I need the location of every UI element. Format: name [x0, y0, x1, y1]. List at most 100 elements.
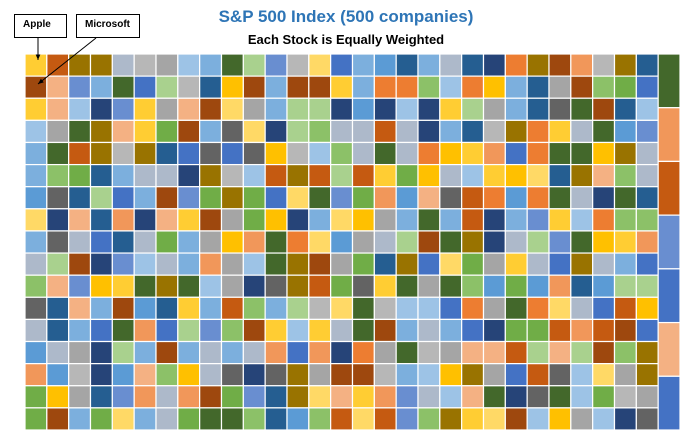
- stock-tile: [68, 119, 92, 144]
- stock-tile: [177, 274, 201, 298]
- stock-tile: [286, 274, 310, 298]
- stock-tile: [592, 274, 616, 298]
- stock-tile: [613, 252, 637, 276]
- stock-tile: [286, 340, 310, 365]
- stock-tile: [351, 141, 375, 166]
- stock-tile: [482, 296, 506, 321]
- stock-tile: [89, 186, 113, 210]
- stock-tile: [330, 53, 354, 77]
- stock-tile: [264, 119, 288, 144]
- stock-tile: [133, 407, 157, 431]
- stock-tile: [461, 163, 485, 188]
- stock-tile: [330, 208, 354, 232]
- stock-tile: [24, 230, 48, 254]
- stock-tile: [395, 252, 419, 276]
- stock-tile: [220, 252, 244, 276]
- stock-tile: [504, 208, 528, 232]
- stock-tile: [504, 252, 528, 276]
- stock-tile: [461, 119, 485, 144]
- stock-tile: [417, 75, 441, 99]
- stock-tile: [89, 119, 113, 144]
- stock-tile: [635, 407, 659, 431]
- stock-tile: [548, 230, 572, 254]
- stock-tile: [482, 252, 506, 276]
- stock-tile: [89, 163, 113, 188]
- stock-tile: [439, 385, 463, 409]
- stock-tile: [177, 208, 201, 232]
- stock-tile: [133, 296, 157, 321]
- stock-tile: [570, 230, 594, 254]
- stock-tile: [330, 385, 354, 409]
- chart-title: S&P 500 Index (500 companies): [218, 7, 474, 26]
- stock-tile: [133, 385, 157, 409]
- stock-tile: [111, 186, 135, 210]
- stock-tile: [351, 385, 375, 409]
- stock-tile: [111, 274, 135, 298]
- stock-tile: [24, 407, 48, 431]
- stock-tile: [657, 160, 681, 216]
- stock-tile: [504, 163, 528, 188]
- stock-tile: [395, 75, 419, 99]
- stock-tile: [592, 53, 616, 77]
- stock-tile: [439, 318, 463, 343]
- stock-tile: [286, 208, 310, 232]
- stock-tile: [133, 230, 157, 254]
- stock-tile: [635, 274, 659, 298]
- stock-tile: [548, 186, 572, 210]
- stock-tile: [482, 340, 506, 365]
- stock-tile: [526, 53, 550, 77]
- stock-tile: [220, 119, 244, 144]
- stock-tile: [286, 318, 310, 343]
- stock-tile: [199, 296, 223, 321]
- stock-tile: [592, 75, 616, 99]
- stock-tile: [264, 296, 288, 321]
- stock-tile: [613, 75, 637, 99]
- stock-tile: [46, 296, 70, 321]
- stock-tile: [89, 318, 113, 343]
- stock-tile: [548, 274, 572, 298]
- stock-tile: [111, 163, 135, 188]
- stock-tile: [395, 296, 419, 321]
- stock-tile: [111, 119, 135, 144]
- stock-tile: [89, 363, 113, 387]
- stock-tile: [177, 340, 201, 365]
- stock-tile: [395, 318, 419, 343]
- stock-tile: [155, 75, 179, 99]
- stock-tile: [264, 407, 288, 431]
- stock-tile: [351, 163, 375, 188]
- stock-tile: [242, 208, 266, 232]
- stock-tile: [308, 318, 332, 343]
- stock-tile: [308, 252, 332, 276]
- stock-tile: [592, 119, 616, 144]
- stock-tile: [482, 318, 506, 343]
- stock-tile: [504, 318, 528, 343]
- stock-tile: [46, 318, 70, 343]
- stock-tile: [264, 208, 288, 232]
- apple-callout-arrow-head: [35, 54, 41, 60]
- stock-tile: [264, 53, 288, 77]
- stock-tile: [286, 119, 310, 144]
- stock-tile: [461, 385, 485, 409]
- stock-tile: [177, 97, 201, 121]
- stock-tile: [155, 163, 179, 188]
- stock-tile: [155, 363, 179, 387]
- stock-tile: [111, 407, 135, 431]
- stock-tile: [24, 252, 48, 276]
- stock-tile: [592, 97, 616, 121]
- stock-tile: [504, 340, 528, 365]
- stock-tile: [395, 340, 419, 365]
- stock-tile: [24, 318, 48, 343]
- stock-tile: [373, 186, 397, 210]
- stock-tile: [526, 252, 550, 276]
- stock-tile: [548, 340, 572, 365]
- stock-tile: [526, 75, 550, 99]
- stock-tile: [613, 318, 637, 343]
- stock-tile: [308, 208, 332, 232]
- stock-tile: [439, 141, 463, 166]
- stock-tile: [68, 407, 92, 431]
- stock-tile: [177, 296, 201, 321]
- stock-tile: [330, 340, 354, 365]
- stock-tile: [395, 208, 419, 232]
- stock-tile: [46, 208, 70, 232]
- stock-tile: [482, 230, 506, 254]
